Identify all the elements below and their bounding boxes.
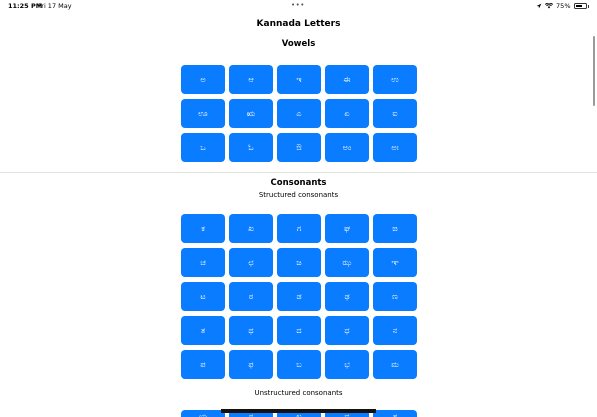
vowel-key[interactable]: ಊ xyxy=(181,99,225,128)
structured-consonant-key[interactable]: ಞ xyxy=(373,248,417,277)
unstructured-consonant-key[interactable]: ಯ xyxy=(181,410,225,417)
vowel-key[interactable]: ಇ xyxy=(277,65,321,94)
vowel-key[interactable]: ಔ xyxy=(277,133,321,162)
section-divider xyxy=(0,172,597,173)
unstructured-consonant-key[interactable]: ಲ xyxy=(277,410,321,417)
vowel-key[interactable]: ಓ xyxy=(229,133,273,162)
structured-consonant-key[interactable]: ಝ xyxy=(325,248,369,277)
unstructured-consonants-title: Unstructured consonants xyxy=(254,389,343,397)
unstructured-consonant-key[interactable]: ರ xyxy=(229,410,273,417)
structured-consonant-key[interactable]: ಖ xyxy=(229,214,273,243)
structured-consonant-key[interactable]: ಣ xyxy=(373,282,417,311)
vowel-key[interactable]: ಅಂ xyxy=(325,133,369,162)
vowel-key[interactable]: ಒ xyxy=(181,133,225,162)
structured-consonant-key[interactable]: ಥ xyxy=(229,316,273,345)
consonants-title: Consonants xyxy=(270,178,327,188)
structured-consonant-key[interactable]: ದ xyxy=(277,316,321,345)
structured-consonant-key[interactable]: ಘ xyxy=(325,214,369,243)
structured-consonant-key[interactable]: ಜ xyxy=(277,248,321,277)
scrollbar[interactable] xyxy=(592,36,595,106)
vowel-key[interactable]: ಎ xyxy=(277,99,321,128)
structured-consonant-key[interactable]: ತ xyxy=(181,316,225,345)
structured-consonant-key[interactable]: ಡ xyxy=(277,282,321,311)
structured-consonant-key[interactable]: ಗ xyxy=(277,214,321,243)
battery-fill xyxy=(575,5,583,7)
vowel-key[interactable]: ಏ xyxy=(325,99,369,128)
structured-consonants-title: Structured consonants xyxy=(258,191,339,199)
status-time: 11:25 PM xyxy=(8,2,43,10)
vowel-key[interactable]: ಅ xyxy=(181,65,225,94)
status-bar: 11:25 PM Fri 17 May ••• 75% xyxy=(0,0,597,12)
battery-cap xyxy=(587,4,589,8)
structured-consonant-key[interactable]: ಟ xyxy=(181,282,225,311)
battery-percent: 75% xyxy=(556,2,571,10)
vowel-key[interactable]: ಉ xyxy=(373,65,417,94)
status-date: Fri 17 May xyxy=(38,2,72,10)
status-indicators: 75% xyxy=(536,2,589,10)
vowel-key[interactable]: ಅಃ xyxy=(373,133,417,162)
structured-consonant-key[interactable]: ಫ xyxy=(229,350,273,379)
vowels-grid: ಅ ಆ ಇ ಈ ಉ ಊ ಋ ಎ ಏ ಐ ಒ ಓ ಔ ಅಂ ಅಃ xyxy=(181,65,417,162)
unstructured-consonant-key[interactable]: ಶ xyxy=(373,410,417,417)
structured-consonant-key[interactable]: ಚ xyxy=(181,248,225,277)
structured-consonant-key[interactable]: ಙ xyxy=(373,214,417,243)
unstructured-consonant-key[interactable]: ವ xyxy=(325,410,369,417)
structured-consonant-key[interactable]: ಛ xyxy=(229,248,273,277)
vowel-key[interactable]: ಈ xyxy=(325,65,369,94)
vowels-title: Vowels xyxy=(281,39,316,49)
structured-consonant-key[interactable]: ಧ xyxy=(325,316,369,345)
structured-consonant-key[interactable]: ಕ xyxy=(181,214,225,243)
multitasking-dots-icon[interactable]: ••• xyxy=(291,1,305,9)
structured-consonant-key[interactable]: ಪ xyxy=(181,350,225,379)
vowel-key[interactable]: ಆ xyxy=(229,65,273,94)
structured-consonant-key[interactable]: ಮ xyxy=(373,350,417,379)
page-title: Kannada Letters xyxy=(256,19,341,29)
wifi-icon xyxy=(545,3,554,9)
home-indicator-bar xyxy=(221,409,376,413)
battery-icon xyxy=(573,3,587,9)
vowel-key[interactable]: ಋ xyxy=(229,99,273,128)
structured-consonant-key[interactable]: ಢ xyxy=(325,282,369,311)
structured-consonant-key[interactable]: ಬ xyxy=(277,350,321,379)
structured-consonant-key[interactable]: ನ xyxy=(373,316,417,345)
vowel-key[interactable]: ಐ xyxy=(373,99,417,128)
location-icon xyxy=(536,3,542,9)
structured-consonant-key[interactable]: ಭ xyxy=(325,350,369,379)
structured-consonant-key[interactable]: ಠ xyxy=(229,282,273,311)
